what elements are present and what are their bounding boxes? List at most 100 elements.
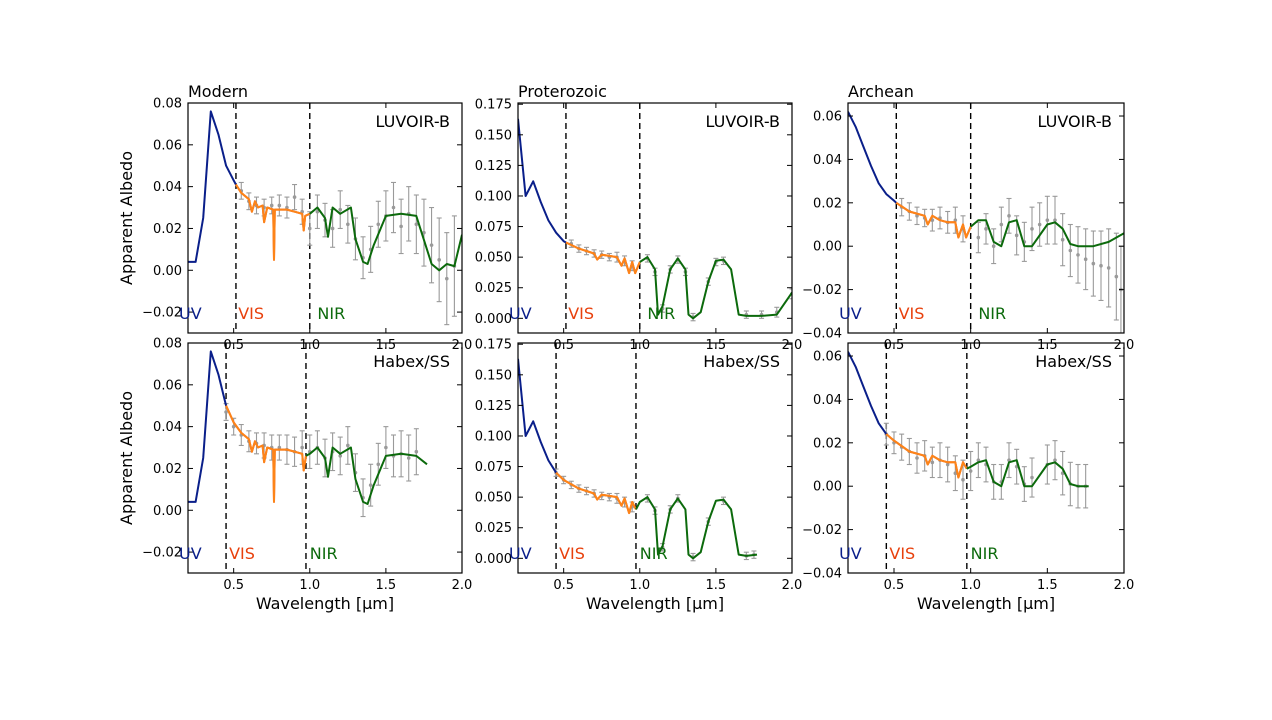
instrument-label: LUVOIR-B <box>706 112 780 131</box>
y-tick-label: 0.00 <box>153 504 182 519</box>
y-tick-label: 0.050 <box>475 491 512 506</box>
panel-archean-luvoir: 0.5 1.0 1.5 2.0−0.04−0.020.000.020.040.06UV… <box>802 82 1134 353</box>
observed-point <box>346 443 350 448</box>
observed-point <box>429 243 434 247</box>
observed-point <box>384 445 388 450</box>
spectrum-vis-fit-line <box>895 201 972 239</box>
y-tick-label: 0.06 <box>153 138 182 153</box>
panel-frame <box>187 102 463 334</box>
instrument-label: Habex/SS <box>703 352 780 371</box>
y-tick-label: 0.00 <box>813 480 842 495</box>
spectrum-vis-fit-line <box>235 183 311 261</box>
y-tick-label: 0.025 <box>475 521 512 536</box>
band-label-vis: VIS <box>238 304 264 323</box>
observed-point <box>269 203 274 208</box>
x-tick-label: 0.5 <box>553 578 574 593</box>
observed-point <box>399 224 403 229</box>
observed-point <box>1106 266 1111 270</box>
observed-point <box>991 244 996 249</box>
spectrum-uv-line <box>188 350 228 503</box>
spectrum-vis-fit-line <box>565 241 641 275</box>
observed-point <box>315 209 320 214</box>
spectrum-nir-line <box>635 496 758 560</box>
spectrum-nir-line <box>305 446 428 505</box>
band-label-nir: NIR <box>647 304 675 323</box>
panel-title: Archean <box>848 82 914 101</box>
observed-point <box>376 462 381 467</box>
panel-frame <box>187 342 463 574</box>
panel-modern-habex: 0.5 1.0 1.5 2.0 −0.02 0.00 0.02 0.04 0.06 0.08 UV V… <box>117 337 472 614</box>
y-tick-label: 0.075 <box>475 220 512 235</box>
x-axis-label: Wavelength [μm] <box>586 594 724 613</box>
y-axis-label: Apparent Albedo <box>117 391 136 525</box>
band-label-nir: NIR <box>971 544 999 563</box>
spectrum-vis-fit-line <box>885 433 968 479</box>
spectrum-nir-line <box>970 219 1124 248</box>
observed-point <box>406 456 411 460</box>
plot-area <box>188 110 462 326</box>
observed-point <box>1030 475 1034 480</box>
observed-point <box>285 205 289 210</box>
panel-proterozoic-luvoir: 0.5 1.0 1.5 2.00.0000.0250.0500.0750.1000.1… <box>475 82 803 353</box>
observed-point <box>1091 261 1096 266</box>
observed-point <box>915 456 919 460</box>
observed-point <box>1030 227 1034 231</box>
y-tick-label: 0.000 <box>475 312 512 327</box>
x-axis-label: Wavelength [μm] <box>917 594 1055 613</box>
observed-point <box>224 410 228 414</box>
band-label-vis: VIS <box>229 544 255 563</box>
y-tick-label: 0.100 <box>475 429 512 444</box>
observed-point <box>1099 263 1103 268</box>
y-tick-label: 0.08 <box>153 337 182 352</box>
observed-point <box>945 462 950 467</box>
y-tick-label: −0.02 <box>802 523 842 538</box>
instrument-label: Habex/SS <box>1035 352 1112 371</box>
y-tick-label: 0.150 <box>475 368 512 383</box>
band-label-uv: UV <box>839 304 862 323</box>
band-label-nir: NIR <box>978 304 1006 323</box>
y-tick-label: 0.050 <box>475 251 512 266</box>
y-tick-label: 0.04 <box>813 393 842 408</box>
observed-point <box>231 424 236 429</box>
observed-point <box>437 258 441 262</box>
band-label-nir: NIR <box>317 304 345 323</box>
observed-point <box>368 483 373 487</box>
y-tick-label: 0.02 <box>813 196 842 211</box>
x-tick-label: 0.5 <box>884 578 905 593</box>
x-tick-label: 1.5 <box>1037 578 1058 593</box>
panel-proterozoic-habex: 0.5 1.0 1.5 2.0 0.000 0.025 0.050 0.075 0.100 0.1… <box>475 338 803 613</box>
y-tick-label: −0.02 <box>802 283 842 298</box>
observed-point <box>422 230 426 235</box>
y-tick-label: 0.00 <box>153 264 182 279</box>
observed-point <box>414 449 419 454</box>
observed-point <box>953 471 958 475</box>
observed-point <box>277 445 282 450</box>
band-label-uv: UV <box>839 544 862 563</box>
instrument-label: LUVOIR-B <box>376 112 450 131</box>
observed-point <box>338 207 343 212</box>
observed-point <box>1114 274 1119 279</box>
observed-point <box>330 226 335 231</box>
observed-point <box>1076 253 1080 257</box>
x-tick-label: 2.0 <box>782 578 803 593</box>
band-label-vis: VIS <box>559 544 585 563</box>
spectrum-nir-line <box>966 459 1089 488</box>
y-tick-label: 0.02 <box>153 462 182 477</box>
x-axis-label: Wavelength [μm] <box>256 594 394 613</box>
plot-area <box>518 358 758 562</box>
observed-point <box>1083 257 1088 262</box>
observed-point <box>961 477 965 482</box>
observed-point <box>953 218 958 222</box>
observed-point <box>346 222 350 227</box>
plot-area <box>518 118 792 322</box>
observed-point <box>414 222 419 227</box>
spectrum-vis-fit-line <box>555 471 637 515</box>
panel-title: Modern <box>188 82 248 101</box>
spectrum-vis-fit-line <box>225 405 307 503</box>
observed-point <box>376 222 381 227</box>
y-tick-label: −0.02 <box>142 306 182 321</box>
band-label-nir: NIR <box>640 544 668 563</box>
observed-point <box>391 205 396 210</box>
